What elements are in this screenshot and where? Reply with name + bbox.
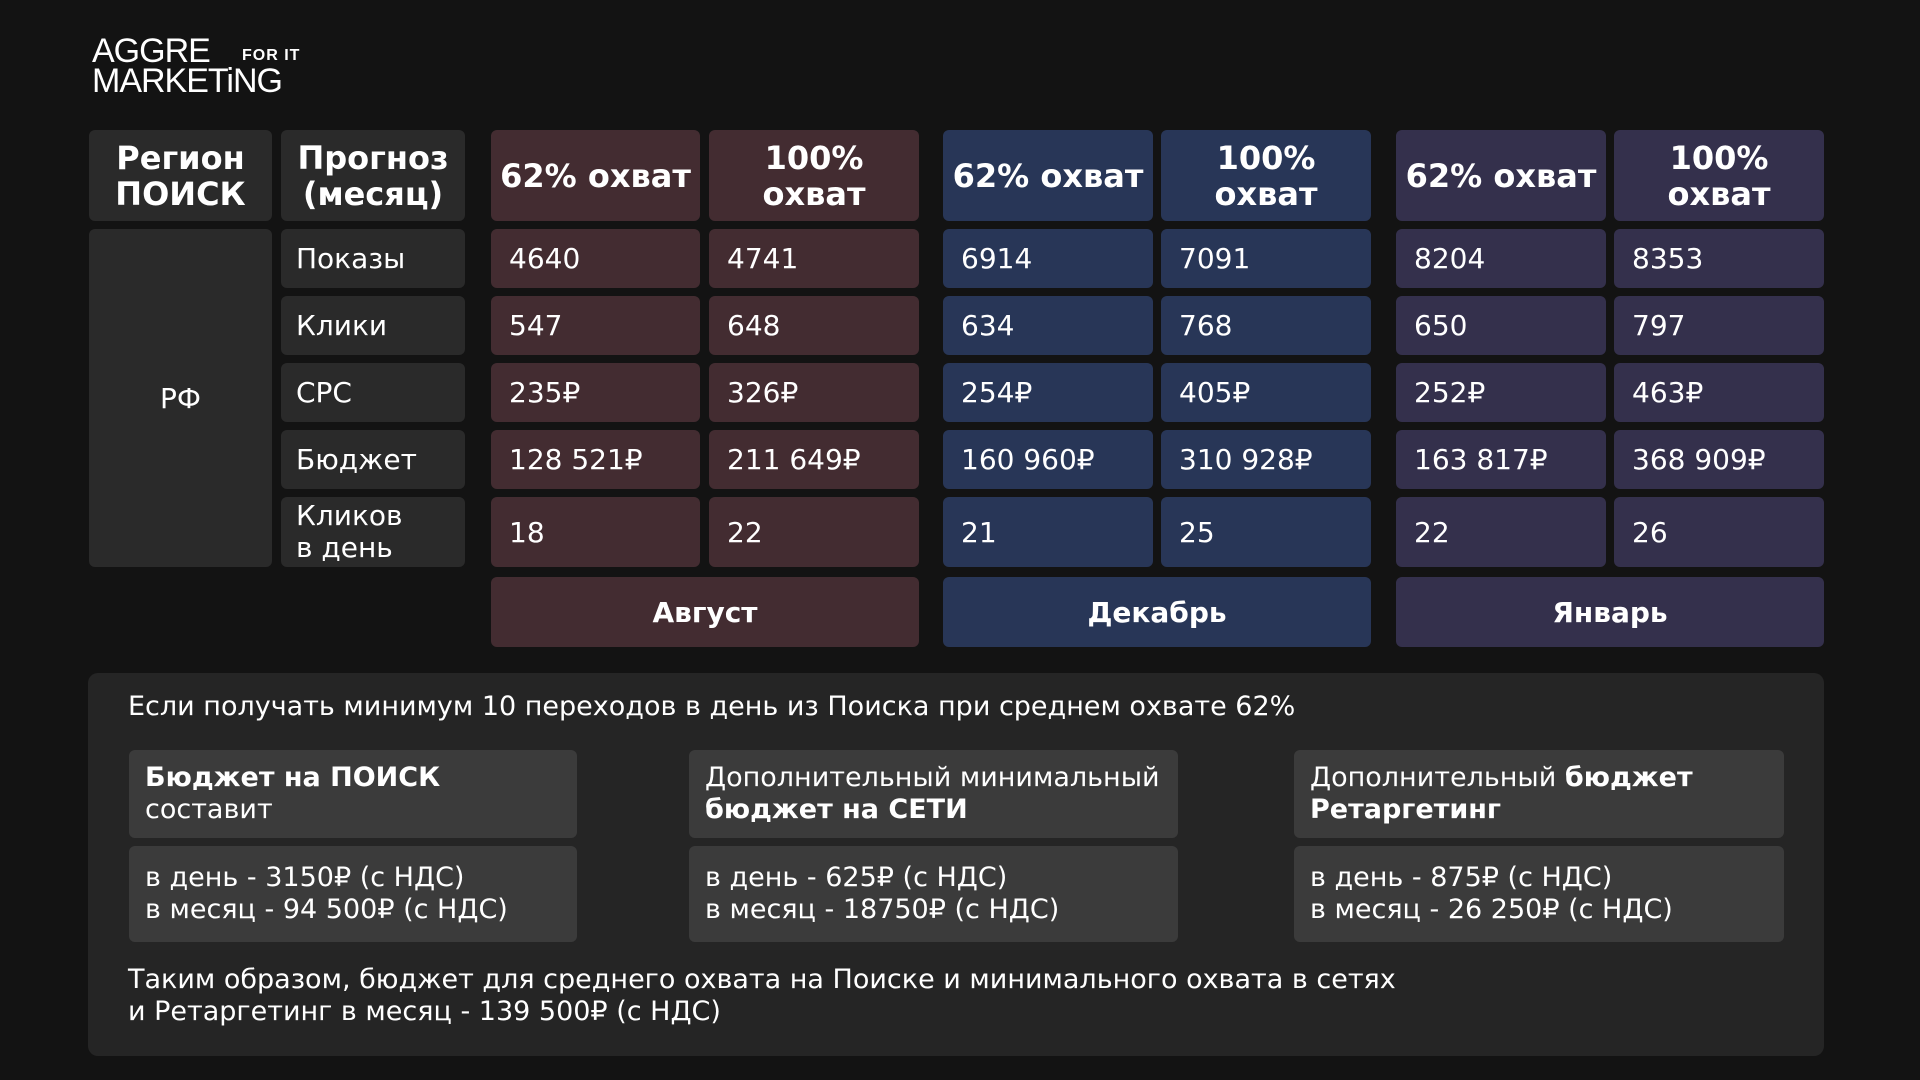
value-clicks-per-day-dec-62: 21 <box>943 497 1153 567</box>
networks-budget-title-line1: Дополнительный минимальный <box>705 762 1160 793</box>
value-budget-dec-100: 310 928₽ <box>1161 430 1371 489</box>
logo-line1: AGGRE <box>92 32 211 70</box>
summary-outro: Таким образом, бюджет для среднего охват… <box>128 964 1396 1028</box>
search-budget-month: в месяц - 94 500₽ (с НДС) <box>145 894 508 925</box>
region-header-line1: Регион <box>116 138 245 177</box>
forecast-header-line2: (месяц) <box>302 174 444 213</box>
value-clicks-per-day-jan-62: 22 <box>1396 497 1606 567</box>
month-august: Август <box>491 577 919 647</box>
value-budget-dec-62: 160 960₽ <box>943 430 1153 489</box>
value-clicks-aug-62: 547 <box>491 296 700 355</box>
retargeting-budget-title: Дополнительный бюджет Ретаргетинг <box>1294 750 1784 838</box>
row-label-clicks: Клики <box>281 296 465 355</box>
value-impressions-jan-100: 8353 <box>1614 229 1824 288</box>
value-clicks-dec-100: 768 <box>1161 296 1371 355</box>
value-clicks-dec-62: 634 <box>943 296 1153 355</box>
value-clicks-per-day-aug-100: 22 <box>709 497 919 567</box>
logo-line2: MARKETiNG <box>92 62 283 100</box>
value-clicks-jan-100: 797 <box>1614 296 1824 355</box>
row-label-budget: Бюджет <box>281 430 465 489</box>
value-budget-jan-62: 163 817₽ <box>1396 430 1606 489</box>
region-header: Регион ПОИСК <box>89 130 272 221</box>
region-header-line2: ПОИСК <box>115 174 246 213</box>
summary-intro: Если получать минимум 10 переходов в ден… <box>128 691 1296 722</box>
row-label-clicks-per-day-line2: в день <box>296 531 393 564</box>
retargeting-budget-title-bold: бюджет <box>1564 762 1693 793</box>
region-cell: РФ <box>89 229 272 567</box>
forecast-header-line1: Прогноз <box>297 138 449 177</box>
logo: AGGRE MARKETiNG FOR IT <box>92 34 322 104</box>
month-december: Декабрь <box>943 577 1371 647</box>
value-impressions-aug-62: 4640 <box>491 229 700 288</box>
value-impressions-dec-100: 7091 <box>1161 229 1371 288</box>
value-clicks-aug-100: 648 <box>709 296 919 355</box>
value-clicks-per-day-dec-100: 25 <box>1161 497 1371 567</box>
col-header-jan-100: 100% охват <box>1614 130 1824 221</box>
retargeting-budget-title-line2: Ретаргетинг <box>1310 794 1502 825</box>
search-budget-title: Бюджет на ПОИСК составит <box>129 750 577 838</box>
row-label-impressions: Показы <box>281 229 465 288</box>
value-clicks-per-day-aug-62: 18 <box>491 497 700 567</box>
value-cpc-jan-100: 463₽ <box>1614 363 1824 422</box>
col-header-aug-62: 62% охват <box>491 130 700 221</box>
retargeting-budget-title-plain: Дополнительный <box>1310 762 1565 793</box>
month-january: Январь <box>1396 577 1824 647</box>
col-header-dec-100: 100% охват <box>1161 130 1371 221</box>
value-cpc-dec-62: 254₽ <box>943 363 1153 422</box>
value-impressions-aug-100: 4741 <box>709 229 919 288</box>
value-cpc-jan-62: 252₽ <box>1396 363 1606 422</box>
networks-budget-month: в месяц - 18750₽ (с НДС) <box>705 894 1060 925</box>
retargeting-budget-values: в день - 875₽ (с НДС) в месяц - 26 250₽ … <box>1294 846 1784 942</box>
value-clicks-per-day-jan-100: 26 <box>1614 497 1824 567</box>
retargeting-budget-day: в день - 875₽ (с НДС) <box>1310 862 1613 893</box>
search-budget-day: в день - 3150₽ (с НДС) <box>145 862 465 893</box>
value-cpc-aug-100: 326₽ <box>709 363 919 422</box>
col-header-dec-62: 62% охват <box>943 130 1153 221</box>
forecast-header: Прогноз (месяц) <box>281 130 465 221</box>
row-label-clicks-per-day-line1: Кликов <box>296 499 403 532</box>
search-budget-title-rest: составит <box>145 794 273 825</box>
retargeting-budget-month: в месяц - 26 250₽ (с НДС) <box>1310 894 1673 925</box>
search-budget-values: в день - 3150₽ (с НДС) в месяц - 94 500₽… <box>129 846 577 942</box>
col-header-jan-62: 62% охват <box>1396 130 1606 221</box>
value-cpc-dec-100: 405₽ <box>1161 363 1371 422</box>
networks-budget-day: в день - 625₽ (с НДС) <box>705 862 1008 893</box>
networks-budget-title-line2: бюджет на СЕТИ <box>705 794 968 825</box>
summary-outro-line2: и Ретаргетинг в месяц - 139 500₽ (с НДС) <box>128 996 721 1027</box>
value-cpc-aug-62: 235₽ <box>491 363 700 422</box>
value-budget-aug-100: 211 649₽ <box>709 430 919 489</box>
value-budget-jan-100: 368 909₽ <box>1614 430 1824 489</box>
networks-budget-values: в день - 625₽ (с НДС) в месяц - 18750₽ (… <box>689 846 1178 942</box>
search-budget-title-bold: Бюджет на ПОИСК <box>145 762 441 793</box>
col-header-aug-100: 100% охват <box>709 130 919 221</box>
value-impressions-dec-62: 6914 <box>943 229 1153 288</box>
logo-tagline: FOR IT <box>242 47 301 64</box>
summary-outro-line1: Таким образом, бюджет для среднего охват… <box>128 964 1396 995</box>
value-budget-aug-62: 128 521₽ <box>491 430 700 489</box>
networks-budget-title: Дополнительный минимальный бюджет на СЕТ… <box>689 750 1178 838</box>
row-label-clicks-per-day: Кликов в день <box>281 497 465 567</box>
row-label-cpc: CPC <box>281 363 465 422</box>
value-impressions-jan-62: 8204 <box>1396 229 1606 288</box>
value-clicks-jan-62: 650 <box>1396 296 1606 355</box>
